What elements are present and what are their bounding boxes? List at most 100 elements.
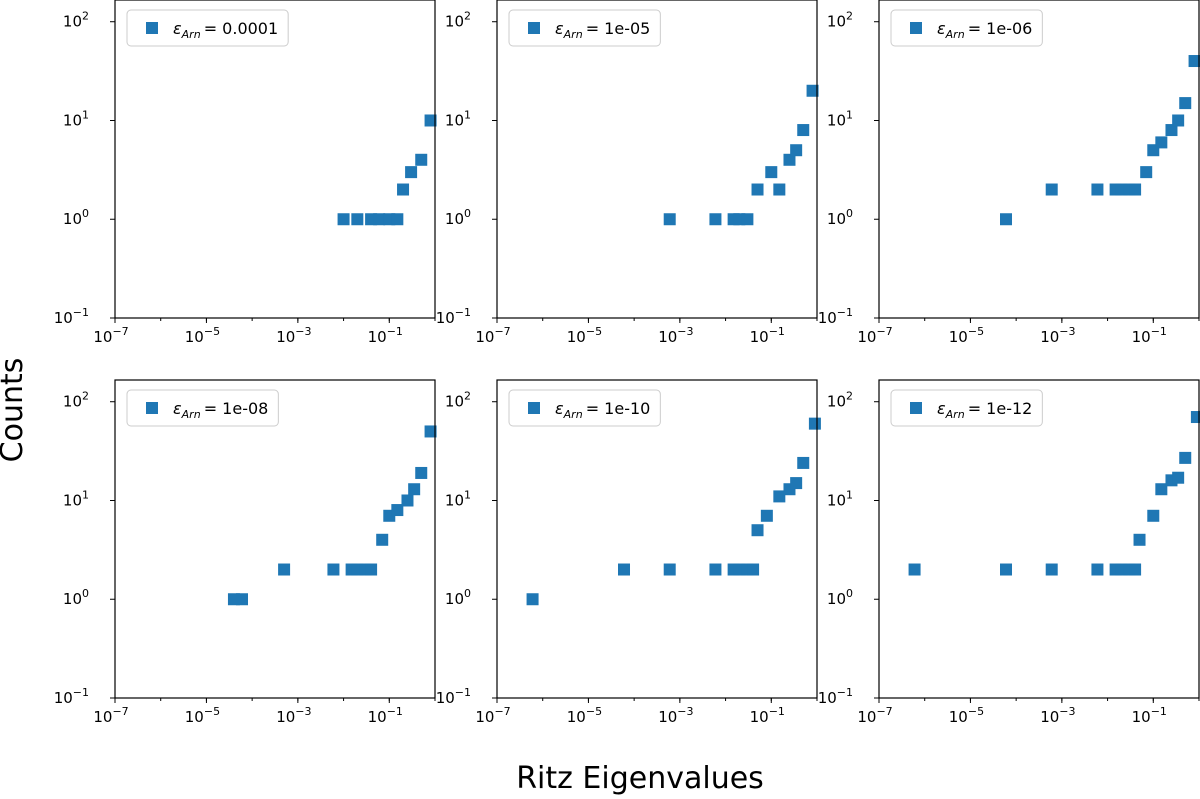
data-point [424,114,437,127]
data-point [797,456,810,469]
y-tick-label: 10−1 [818,306,853,327]
data-point [797,124,810,137]
data-point [408,483,421,496]
data-point [1172,471,1185,484]
legend: εArn = 1e-06 [890,9,1043,47]
data-point [376,533,389,546]
legend-marker [910,402,922,414]
data-point [806,84,819,97]
x-tick-label: 10−7 [475,325,510,346]
x-axis-label: Ritz Eigenvalues [516,761,764,796]
y-tick-label: 10−1 [436,686,471,707]
data-point [1188,55,1200,68]
data-point [709,563,722,576]
legend-label: εArn = 0.0001 [173,19,278,41]
data-point [663,563,676,576]
data-point [1129,183,1142,196]
data-point [337,213,350,226]
data-point [1045,183,1058,196]
data-point [383,509,396,522]
legend-label: εArn = 1e-06 [937,19,1032,41]
data-point [405,166,418,179]
x-tick-label: 10−3 [658,705,693,726]
x-tick-label: 10−1 [1132,325,1167,346]
x-tick-label: 10−1 [1132,705,1167,726]
x-tick-label: 10−3 [658,325,693,346]
legend-box [890,9,1043,47]
y-tick-label: 101 [63,108,89,129]
data-point [1045,563,1058,576]
chart-panel-4: 10−7 10−5 10−3 10−1 10−1 100 101 102 εArn = 1e-08 [54,379,437,726]
data-point [391,504,404,517]
data-point [790,477,803,490]
y-tick-label: 102 [63,10,89,31]
data-point [908,563,921,576]
chart-panel-1: 10−7 10−5 10−3 10−1 10−1 100 101 102 εArn = 0.000… [54,0,437,346]
y-tick-label: 100 [445,207,471,228]
legend-marker [146,22,158,34]
y-tick-label: 102 [63,390,89,411]
chart-panel-2: 10−7 10−5 10−3 10−1 10−1 100 101 102 εArn = 1e-05 [436,0,819,346]
data-point [397,183,410,196]
y-tick-label: 10−1 [436,306,471,327]
data-point [618,563,631,576]
data-point [663,213,676,226]
legend-marker [910,22,922,34]
data-point [373,213,386,226]
axes-frame [878,0,1200,319]
y-tick-label: 100 [827,207,853,228]
data-point [1179,97,1192,110]
axes-frame [114,0,436,319]
data-point [1091,183,1104,196]
x-tick-label: 10−7 [93,325,128,346]
data-point [783,153,796,166]
y-tick-label: 101 [445,108,471,129]
data-point [415,466,428,479]
legend-box [508,9,661,47]
data-point [278,563,291,576]
data-point [773,183,786,196]
data-point [751,183,764,196]
data-point [1129,563,1142,576]
x-tick-label: 10−7 [475,705,510,726]
legend-marker [528,402,540,414]
x-tick-label: 10−1 [368,325,403,346]
data-point [765,166,778,179]
x-tick-label: 10−7 [857,705,892,726]
legend: εArn = 1e-08 [126,389,279,427]
legend-box [508,389,661,427]
data-point [709,213,722,226]
x-tick-label: 10−1 [750,325,785,346]
data-point [424,425,437,438]
legend-label: εArn = 1e-12 [937,399,1032,421]
data-point [1000,213,1013,226]
legend-marker [146,402,158,414]
data-point [1172,114,1185,127]
data-point [1140,166,1153,179]
chart-panel-3: 10−7 10−5 10−3 10−1 10−1 100 101 102 εArn = 1e-06 [818,0,1200,346]
data-point [236,593,249,606]
legend: εArn = 0.0001 [126,9,289,47]
legend-label: εArn = 1e-08 [173,399,268,421]
data-point [1133,533,1146,546]
x-tick-label: 10−5 [567,325,602,346]
y-tick-label: 10−1 [54,306,89,327]
legend-box [890,389,1043,427]
y-tick-label: 102 [827,390,853,411]
x-tick-label: 10−5 [567,705,602,726]
data-point [790,144,803,157]
x-tick-label: 10−7 [93,705,128,726]
y-tick-label: 100 [63,207,89,228]
data-point [1155,483,1168,496]
data-point [1147,509,1160,522]
y-tick-label: 102 [827,10,853,31]
x-tick-label: 10−7 [857,325,892,346]
legend-marker [528,22,540,34]
x-tick-label: 10−3 [1040,705,1075,726]
legend-box [126,389,279,427]
y-tick-label: 102 [445,10,471,31]
legend: εArn = 1e-05 [508,9,661,47]
data-point [526,593,539,606]
data-point [808,417,821,430]
